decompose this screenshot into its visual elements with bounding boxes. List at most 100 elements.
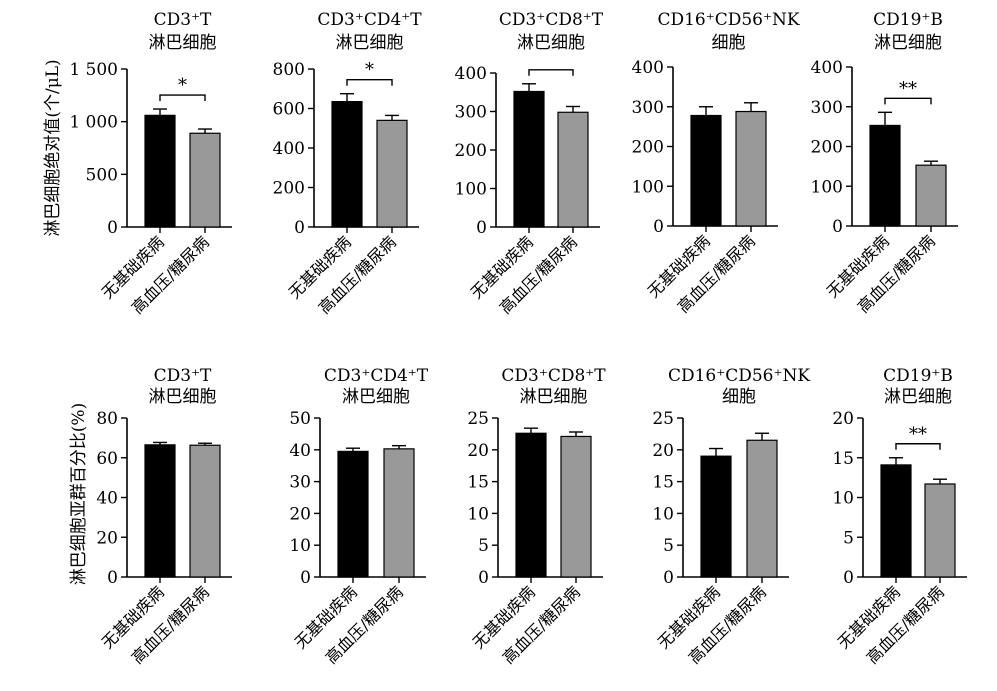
y-tick-label: 60 <box>96 449 118 469</box>
bar <box>700 455 732 578</box>
y-tick-label: 200 <box>632 138 664 158</box>
y-tick-label: 25 <box>467 409 489 429</box>
bar <box>383 448 415 578</box>
y-tick-label: 15 <box>832 449 854 469</box>
chart-title-line: 细胞 <box>722 387 756 407</box>
chart-title-line: CD3⁺T <box>154 10 212 30</box>
y-tick-label: 10 <box>652 504 674 524</box>
bar <box>331 100 363 228</box>
bar <box>690 114 722 227</box>
chart-title-line: CD3⁺CD8⁺T <box>499 10 604 30</box>
significance-marker: ** <box>899 78 917 99</box>
y-tick-label: 300 <box>632 98 664 118</box>
y-tick-label: 20 <box>652 441 674 461</box>
y-tick-label: 200 <box>811 138 843 158</box>
chart-title-line: 淋巴细胞 <box>874 33 942 53</box>
significance-bracket <box>346 78 393 86</box>
y-tick-label: 25 <box>652 409 674 429</box>
chart-title-line: CD3⁺CD8⁺T <box>501 366 606 386</box>
row1-ylabel: 淋巴细胞绝对值(个/μL) <box>43 59 63 236</box>
y-tick-label: 400 <box>455 64 487 84</box>
y-tick-label: 0 <box>294 218 305 238</box>
chart-title-line: 淋巴细胞 <box>884 387 952 407</box>
chart-title-line: 淋巴细胞 <box>149 33 217 53</box>
chart-title-line: 淋巴细胞 <box>342 387 410 407</box>
y-tick-label: 40 <box>96 489 118 509</box>
y-tick-label: 20 <box>467 441 489 461</box>
y-tick-label: 400 <box>632 58 664 78</box>
y-tick-label: 20 <box>289 504 311 524</box>
y-tick-label: 600 <box>273 100 305 120</box>
significance-marker: ** <box>909 424 927 445</box>
bar <box>513 90 545 228</box>
y-tick-label: 100 <box>455 180 487 200</box>
chart-title-line: CD16⁺CD56⁺NK <box>657 10 799 30</box>
y-tick-label: 20 <box>832 409 854 429</box>
y-tick-label: 100 <box>632 177 664 197</box>
y-tick-label: 0 <box>107 568 118 588</box>
y-tick-label: 400 <box>811 58 843 78</box>
y-tick-label: 10 <box>289 536 311 556</box>
bar <box>869 124 901 227</box>
y-tick-label: 0 <box>663 568 674 588</box>
significance-bracket <box>528 69 574 76</box>
chart-title-line: CD19⁺B <box>873 10 943 30</box>
bar <box>515 432 547 578</box>
chart-title-line: 淋巴细胞 <box>517 33 585 53</box>
bar <box>144 114 176 228</box>
significance-bracket <box>895 443 941 450</box>
y-tick-label: 0 <box>478 568 489 588</box>
y-tick-label: 400 <box>273 139 305 159</box>
y-tick-label: 5 <box>843 528 854 548</box>
bar <box>557 111 589 228</box>
y-tick-label: 1 000 <box>69 113 118 133</box>
y-tick-label: 80 <box>96 409 118 429</box>
y-tick-label: 0 <box>653 217 664 237</box>
bar <box>735 110 767 227</box>
y-tick-label: 10 <box>832 489 854 509</box>
chart-title-line: 淋巴细胞 <box>336 33 404 53</box>
significance-bracket <box>159 94 206 102</box>
y-tick-label: 500 <box>86 165 118 185</box>
y-tick-label: 5 <box>478 536 489 556</box>
y-tick-label: 10 <box>467 504 489 524</box>
bar <box>189 444 221 578</box>
bar <box>924 483 956 578</box>
chart-title-line: CD3⁺CD4⁺T <box>317 10 422 30</box>
y-tick-label: 0 <box>476 218 487 238</box>
chart-title-line: CD3⁺CD4⁺T <box>324 366 429 386</box>
y-tick-label: 30 <box>289 473 311 493</box>
y-tick-label: 5 <box>663 536 674 556</box>
y-tick-label: 0 <box>300 568 311 588</box>
chart-title-line: 细胞 <box>712 33 746 53</box>
x-tick-label: 高血压/糖尿病 <box>863 582 948 667</box>
y-tick-label: 200 <box>273 179 305 199</box>
significance-bracket <box>884 97 932 105</box>
y-tick-label: 0 <box>832 217 843 237</box>
significance-marker: * <box>365 60 374 81</box>
y-tick-label: 0 <box>843 568 854 588</box>
y-tick-label: 20 <box>96 528 118 548</box>
chart-title-line: 淋巴细胞 <box>149 387 217 407</box>
y-tick-label: 15 <box>652 473 674 493</box>
chart-title-line: CD3⁺T <box>154 366 212 386</box>
chart-title-line: CD16⁺CD56⁺NK <box>668 366 810 386</box>
y-tick-label: 200 <box>455 141 487 161</box>
x-tick-label: 高血压/糖尿病 <box>496 232 581 317</box>
y-tick-label: 40 <box>289 441 311 461</box>
row2-ylabel: 淋巴细胞亚群百分比(%) <box>69 403 89 585</box>
bar <box>376 119 408 228</box>
chart-title-line: CD19⁺B <box>883 366 953 386</box>
bar <box>144 444 176 578</box>
bar <box>337 450 369 578</box>
